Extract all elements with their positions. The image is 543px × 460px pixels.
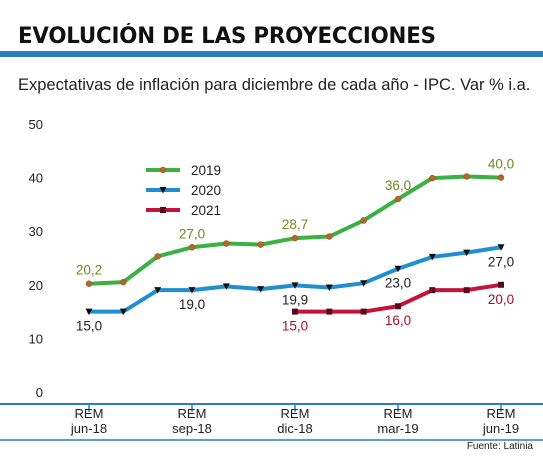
legend-label-2019: 2019 [191,163,221,178]
series-2021-marker [463,287,470,294]
series-2020-marker [428,253,436,261]
series-2019-marker [257,241,264,248]
legend-label-2021: 2021 [191,203,221,218]
y-tick-label: 20 [29,278,43,293]
series-2019-marker [159,166,167,174]
series-2021-marker [395,303,401,310]
series-2020-marker [154,287,162,294]
series-2019-marker [463,173,470,180]
x-tick-label-line1: REM [75,406,104,421]
series-2019-marker [154,253,161,260]
series-2021-data-label: 20,0 [488,292,514,307]
y-tick-label: 50 [29,117,43,132]
series-2021-data-label: 16,0 [385,313,411,328]
x-tick-label-line1: REM [281,406,310,421]
series-2019-data-label: 27,0 [179,226,205,241]
series-2019-data-label: 40,0 [488,157,514,172]
series-2020-marker [463,249,471,257]
series-2020-marker [291,282,299,289]
y-tick-label: 0 [36,385,43,400]
x-tick-label-line1: REM [487,406,516,421]
x-tick-label-line2: dic-18 [277,421,312,436]
series-2019-data-label: 20,2 [76,263,102,278]
series-2020-marker [257,286,265,293]
series-2020-data-label: 23,0 [385,276,411,291]
series-2019-data-label: 36,0 [385,178,411,193]
x-tick-label-line2: sep-18 [172,421,212,436]
series-2020-marker [222,283,230,290]
series-2020-marker [360,280,368,287]
series-2019-marker [360,217,367,224]
series-2020-data-label: 19,0 [179,297,205,312]
x-tick-label-line2: mar-19 [377,421,418,436]
series-2019-marker [188,244,196,251]
y-tick-label: 30 [29,224,43,239]
x-tick-label-line2: jun-18 [70,421,107,436]
series-2019-marker [85,280,93,287]
series-2019-marker [429,174,436,182]
series-2019-data-label: 28,7 [282,217,308,232]
x-tick-label-line1: REM [384,406,413,421]
series-2020-marker [159,187,167,194]
series-2021-marker [326,308,333,315]
series-2020-data-label: 15,0 [76,319,102,334]
y-tick-label: 10 [29,331,43,346]
chart-markers [85,173,505,316]
series-2019-marker [497,174,505,181]
title-underline [0,51,543,57]
series-2020-marker [325,284,333,291]
x-tick-label-line1: REM [178,406,207,421]
series-2019-marker [394,195,402,203]
y-tick-label: 40 [29,171,43,186]
chart-legend: 2019 2020 2021 [146,163,221,218]
chart-series [87,174,503,314]
series-2019-marker [223,240,230,247]
series-2019-marker [326,233,333,240]
series-2021-marker [429,287,436,294]
series-2020-marker [497,244,505,251]
chart-axes: 01020304050REMjun-18REMsep-18REMdic-18RE… [0,117,543,441]
series-2019-marker [120,278,127,286]
chart-subtitle: Expectativas de inflación para diciembre… [18,76,531,94]
series-2020-marker [119,308,127,316]
series-2021-marker [498,281,504,288]
legend-label-2020: 2020 [191,183,221,198]
series-2021-marker [360,308,367,315]
series-2020-data-label: 19,9 [282,292,308,307]
series-2021-data-label: 15,0 [282,319,308,334]
series-2021-marker [292,308,298,315]
series-2020-data-label: 27,0 [488,254,514,269]
page-title: EVOLUCIÓN DE LAS PROYECCIONES [18,24,436,49]
series-2020-marker [394,265,402,273]
series-2019-marker [291,234,299,242]
source-note: Fuente: Latinia [466,441,533,452]
chart-data-labels: 20,2 27,0 28,7 36,0 40,0 15,0 19,0 19,9 23,0 27,0… [76,157,514,334]
series-2020-marker [85,308,93,316]
series-2021-marker [160,207,166,213]
x-tick-label-line2: jun-19 [482,421,519,436]
series-2020-marker [188,287,196,294]
